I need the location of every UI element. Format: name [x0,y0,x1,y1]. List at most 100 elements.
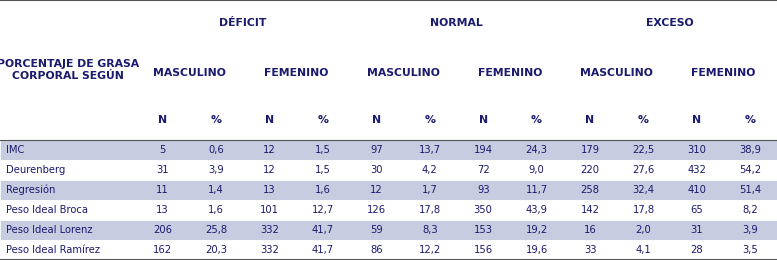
Text: 41,7: 41,7 [312,225,334,235]
Text: 1,7: 1,7 [422,185,437,195]
Text: %: % [424,115,435,125]
Text: 101: 101 [260,205,279,215]
Text: N: N [479,115,488,125]
Text: Peso Ideal Ramírez: Peso Ideal Ramírez [6,245,100,255]
Text: 13: 13 [263,185,276,195]
Text: N: N [265,115,274,125]
Text: 410: 410 [688,185,706,195]
Text: 179: 179 [580,145,600,155]
Text: 220: 220 [580,165,600,175]
Text: 33: 33 [584,245,596,255]
Text: Deurenberg: Deurenberg [6,165,65,175]
Text: FEMENINO: FEMENINO [692,68,756,78]
Text: 8,2: 8,2 [742,205,758,215]
Text: %: % [318,115,329,125]
Text: DÉFICIT: DÉFICIT [219,18,267,28]
Text: 5: 5 [159,145,166,155]
Text: 258: 258 [580,185,600,195]
Text: 0,6: 0,6 [208,145,224,155]
Text: 11,7: 11,7 [525,185,548,195]
Text: 310: 310 [688,145,706,155]
Text: 4,2: 4,2 [422,165,437,175]
Text: %: % [745,115,756,125]
Text: 65: 65 [691,205,703,215]
Text: PORCENTAJE DE GRASA
CORPORAL SEGÚN: PORCENTAJE DE GRASA CORPORAL SEGÚN [0,59,139,81]
Bar [0,200,777,220]
Text: 27,6: 27,6 [632,165,654,175]
Text: 93: 93 [477,185,490,195]
Text: NORMAL: NORMAL [430,18,483,28]
Text: IMC: IMC [6,145,25,155]
Text: 12,2: 12,2 [419,245,441,255]
Text: 19,2: 19,2 [525,225,548,235]
Text: 432: 432 [688,165,706,175]
Text: 24,3: 24,3 [525,145,548,155]
Text: 31: 31 [156,165,169,175]
Text: %: % [531,115,542,125]
Text: 1,6: 1,6 [208,205,224,215]
Text: 13: 13 [156,205,169,215]
Text: 1,5: 1,5 [315,165,331,175]
Text: 20,3: 20,3 [205,245,227,255]
Text: %: % [638,115,649,125]
Text: 194: 194 [474,145,493,155]
Text: 142: 142 [580,205,600,215]
Bar [0,240,777,260]
Text: 51,4: 51,4 [739,185,761,195]
Text: 17,8: 17,8 [419,205,441,215]
Text: 59: 59 [370,225,383,235]
Text: 3,9: 3,9 [208,165,224,175]
Text: 54,2: 54,2 [739,165,761,175]
Text: 8,3: 8,3 [422,225,437,235]
Text: 86: 86 [370,245,382,255]
Text: 162: 162 [153,245,172,255]
Text: MASCULINO: MASCULINO [153,68,226,78]
Text: Peso Ideal Broca: Peso Ideal Broca [6,205,89,215]
Text: 153: 153 [474,225,493,235]
Bar [0,0,777,47]
Text: 350: 350 [474,205,493,215]
Text: N: N [159,115,167,125]
Text: 1,6: 1,6 [315,185,331,195]
Text: 30: 30 [370,165,382,175]
Bar [0,160,777,180]
Text: FEMENINO: FEMENINO [264,68,329,78]
Text: 72: 72 [477,165,490,175]
Text: MASCULINO: MASCULINO [580,68,653,78]
Bar [0,47,777,99]
Text: 22,5: 22,5 [632,145,654,155]
Text: 1,5: 1,5 [315,145,331,155]
Text: 12: 12 [263,165,276,175]
Text: N: N [692,115,702,125]
Text: 12: 12 [263,145,276,155]
Text: 97: 97 [370,145,383,155]
Bar [0,99,777,140]
Bar [0,220,777,240]
Text: 126: 126 [367,205,386,215]
Text: 32,4: 32,4 [632,185,654,195]
Text: 12,7: 12,7 [312,205,334,215]
Text: N: N [586,115,594,125]
Text: 4,1: 4,1 [636,245,651,255]
Text: MASCULINO: MASCULINO [367,68,440,78]
Bar [0,140,777,160]
Text: 2,0: 2,0 [636,225,651,235]
Text: 1,4: 1,4 [208,185,224,195]
Text: 3,9: 3,9 [742,225,758,235]
Bar [0,0,136,140]
Text: 38,9: 38,9 [739,145,761,155]
Text: 28: 28 [691,245,703,255]
Text: 9,0: 9,0 [528,165,545,175]
Text: 41,7: 41,7 [312,245,334,255]
Text: 206: 206 [153,225,172,235]
Text: 156: 156 [474,245,493,255]
Text: N: N [372,115,381,125]
Text: %: % [211,115,221,125]
Text: 12: 12 [370,185,383,195]
Text: Peso Ideal Lorenz: Peso Ideal Lorenz [6,225,92,235]
Text: FEMENINO: FEMENINO [478,68,542,78]
Text: 332: 332 [260,225,279,235]
Text: EXCESO: EXCESO [646,18,694,28]
Text: 3,5: 3,5 [742,245,758,255]
Text: 16: 16 [584,225,597,235]
